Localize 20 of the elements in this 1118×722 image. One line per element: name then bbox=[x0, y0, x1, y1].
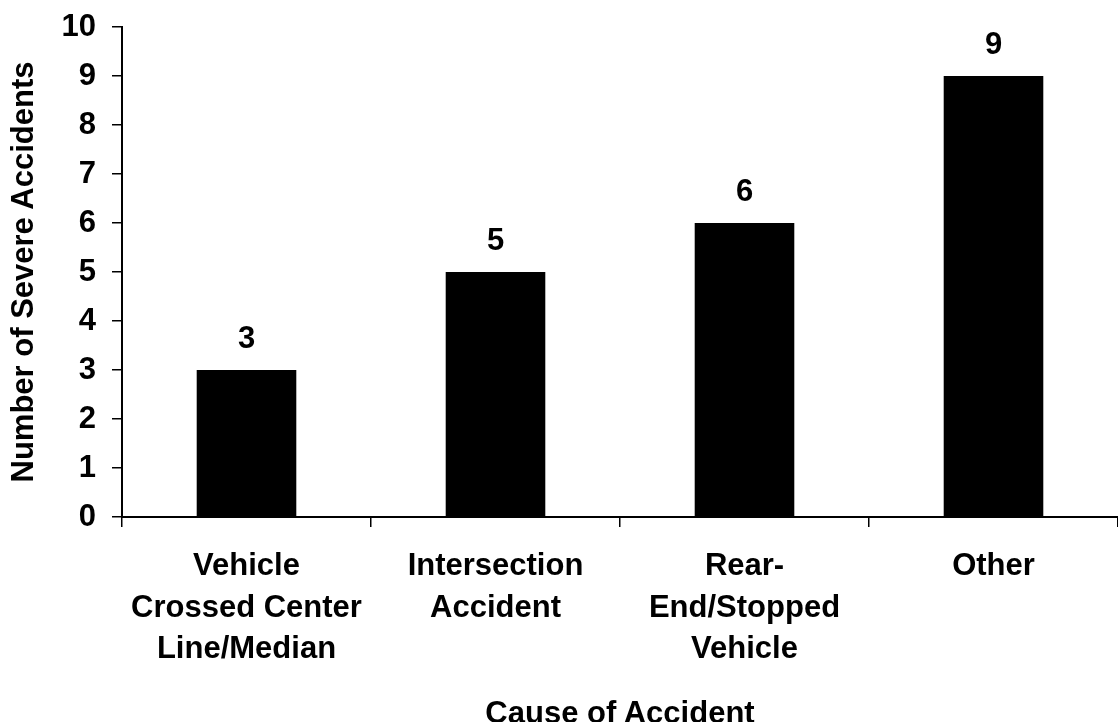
y-tick-label: 2 bbox=[78, 399, 96, 435]
y-tick-label: 3 bbox=[78, 350, 96, 386]
y-tick-label: 1 bbox=[78, 448, 96, 484]
y-tick-label: 9 bbox=[78, 56, 96, 92]
data-label: 6 bbox=[735, 173, 754, 208]
y-tick-label: 0 bbox=[78, 497, 96, 533]
data-label: 9 bbox=[984, 26, 1003, 61]
x-tick-label: Vehicle Crossed Center Line/Median bbox=[131, 547, 362, 666]
y-tick-label: 5 bbox=[78, 252, 96, 288]
x-tick-label: Rear- End/Stopped Vehicle bbox=[648, 547, 841, 666]
y-axis-title: Number of Severe Accidents bbox=[5, 61, 41, 483]
y-tick-label: 10 bbox=[61, 7, 96, 43]
x-tick-label: Intersection Accident bbox=[407, 547, 584, 624]
y-tick-label: 4 bbox=[78, 301, 97, 337]
y-tick-label: 8 bbox=[78, 105, 96, 141]
data-label: 5 bbox=[486, 222, 505, 257]
data-label: 3 bbox=[237, 320, 256, 355]
y-tick-label: 6 bbox=[78, 203, 96, 239]
x-tick-label: Other bbox=[952, 547, 1035, 583]
y-tick-label: 7 bbox=[78, 154, 96, 190]
